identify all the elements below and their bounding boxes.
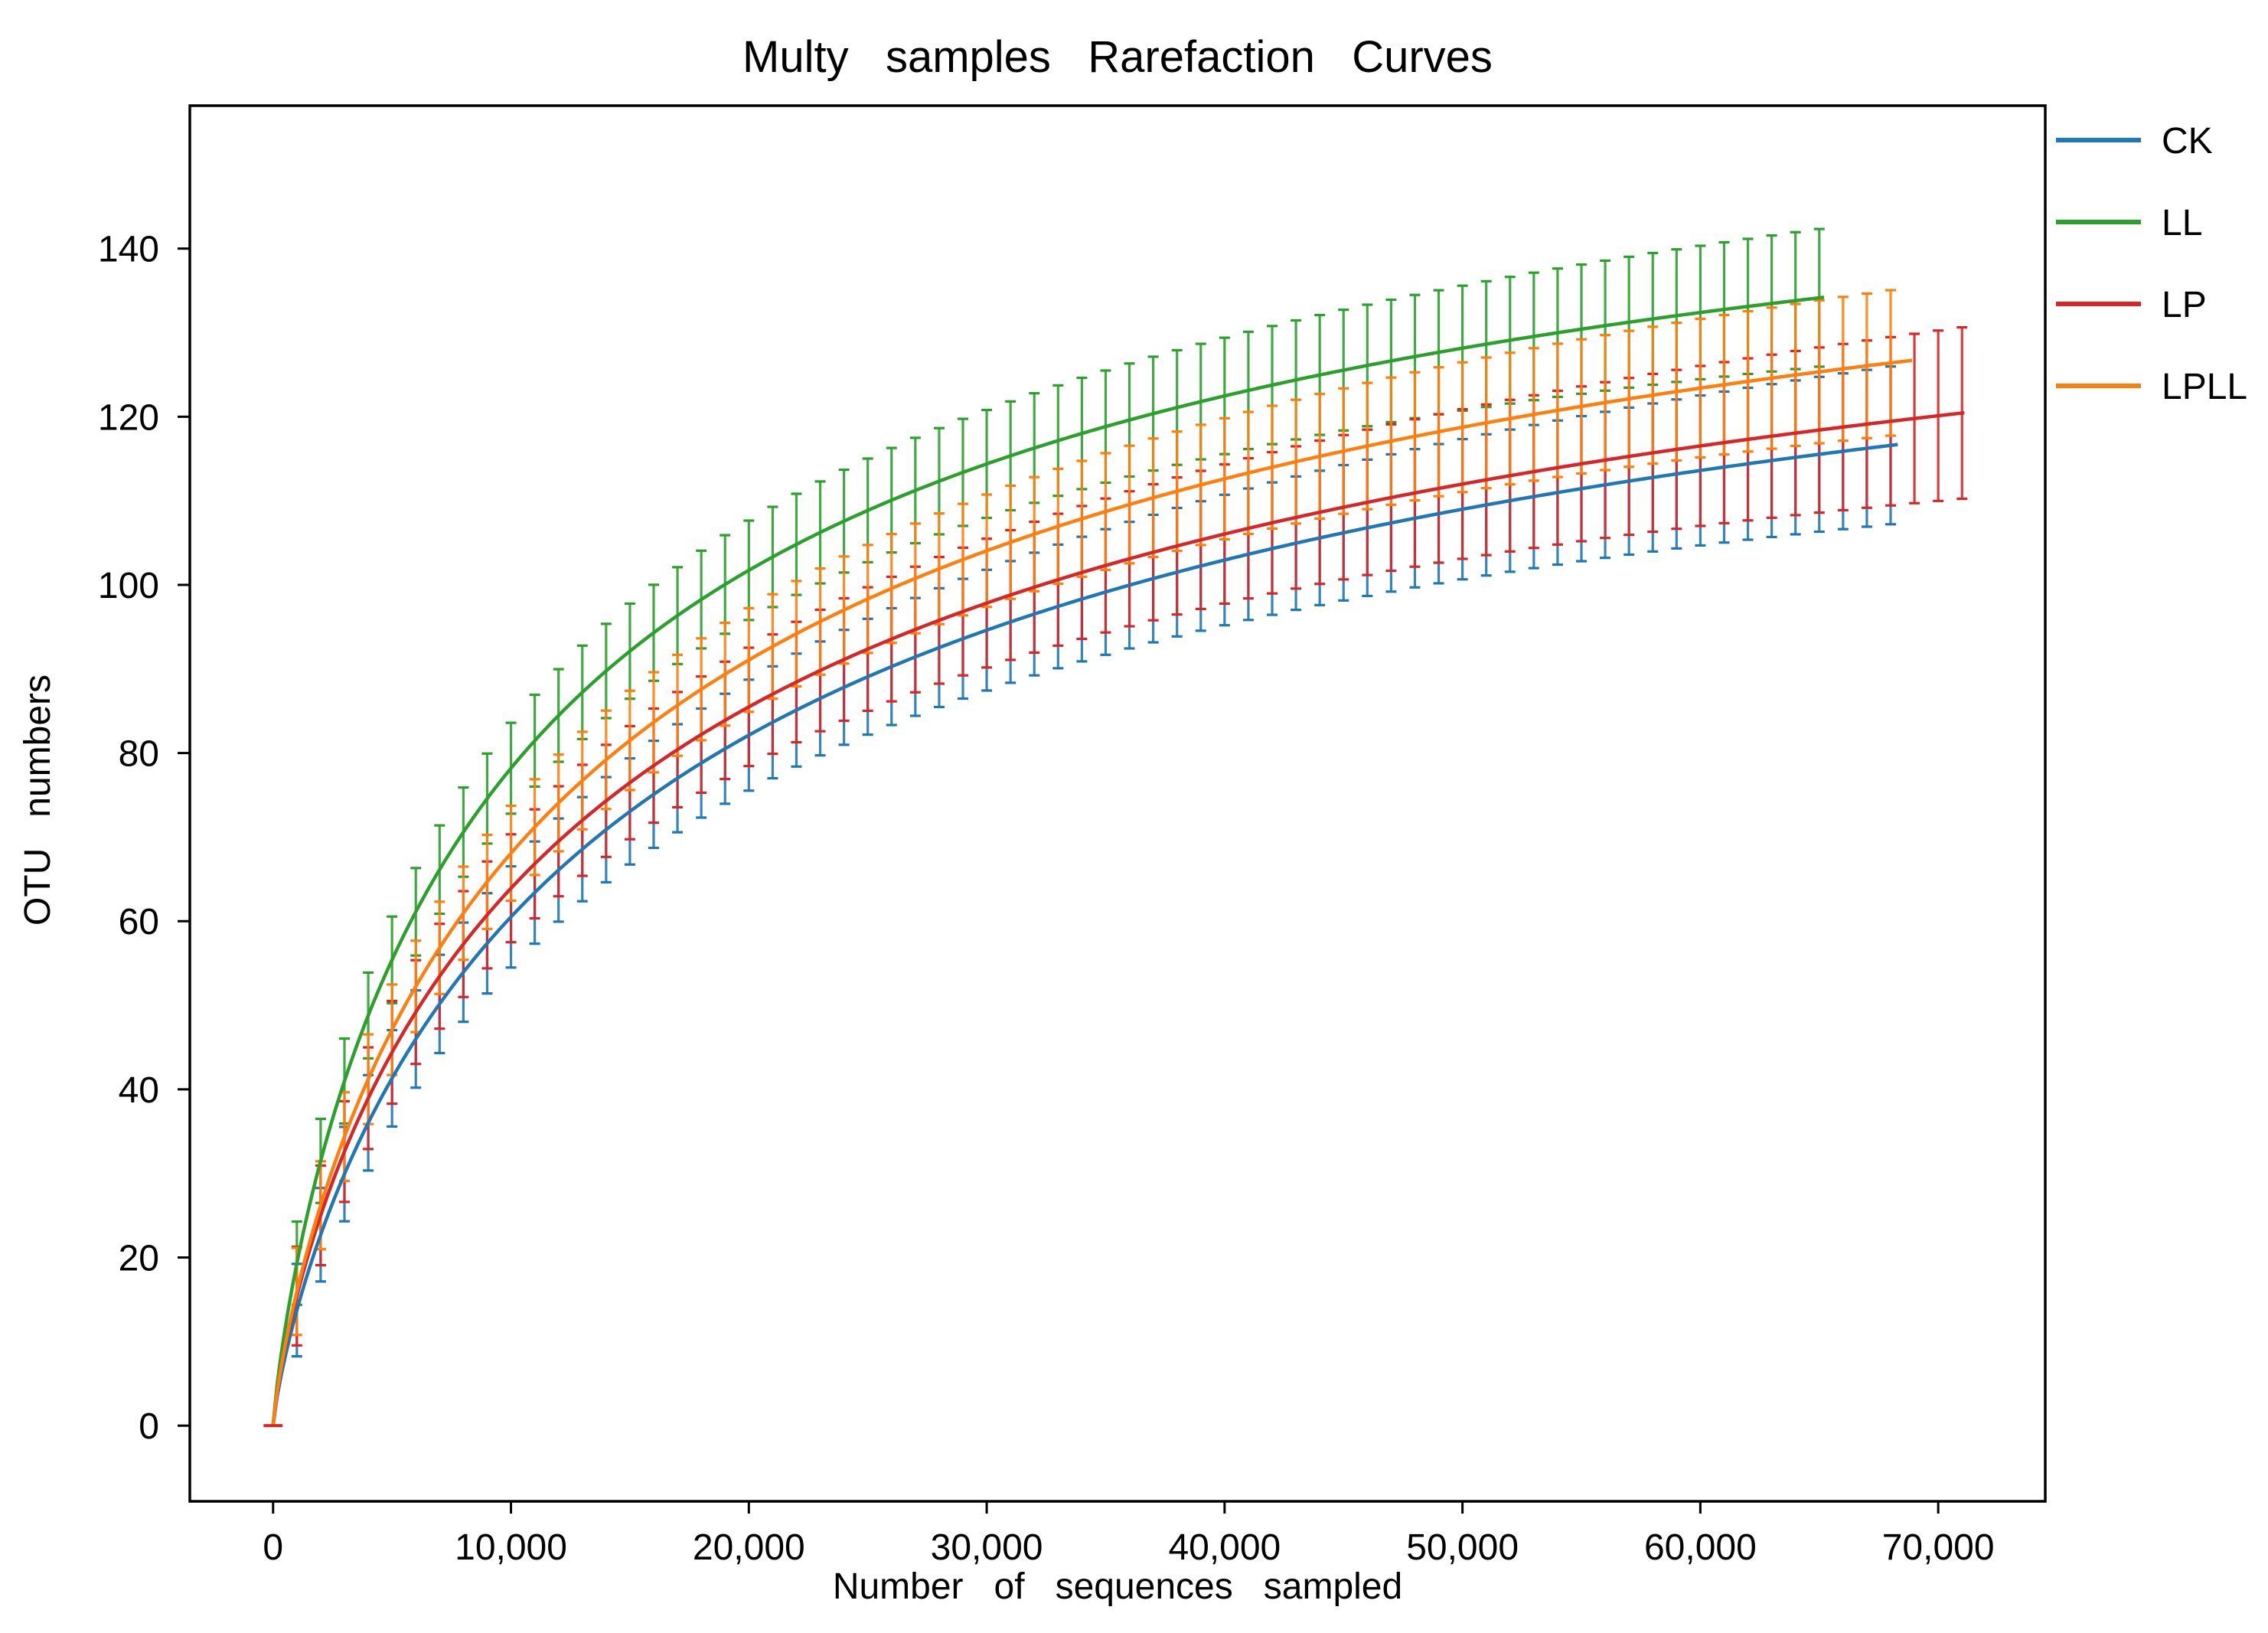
x-tick-label: 0 [263, 1527, 283, 1568]
legend-item-ck: CK [2056, 121, 2213, 162]
series-line-ck [271, 443, 1898, 1426]
legend-item-lp: LP [2056, 285, 2207, 325]
y-tick-label: 0 [139, 1406, 159, 1447]
x-tick-label: 40,000 [1168, 1527, 1281, 1568]
y-tick-label: 20 [119, 1239, 159, 1279]
x-tick-label: 20,000 [693, 1527, 805, 1568]
series-line-lp [271, 410, 1965, 1426]
x-tick-label: 60,000 [1644, 1527, 1757, 1568]
x-tick-label: 50,000 [1406, 1527, 1519, 1568]
legend-label: LP [2162, 285, 2207, 325]
x-axis-label: Number of sequences sampled [833, 1566, 1402, 1607]
y-axis: 0 20 40 60 80 100 120 140 [98, 230, 190, 1447]
y-tick-label: 140 [98, 230, 159, 270]
y-tick-label: 100 [98, 566, 159, 606]
series-line-ll [271, 296, 1825, 1426]
y-tick-label: 120 [98, 397, 159, 438]
y-tick-label: 40 [119, 1070, 159, 1111]
legend-label: LL [2162, 203, 2202, 243]
legend-label: LPLL [2162, 367, 2247, 407]
chart-title: Multy samples Rarefaction Curves [742, 32, 1493, 82]
series-layer [263, 227, 1968, 1428]
curve-layer [263, 296, 1965, 1428]
series-line-lpll [271, 358, 1913, 1426]
x-tick-label: 70,000 [1882, 1527, 1995, 1568]
x-tick-label: 10,000 [455, 1527, 567, 1568]
legend-item-ll: LL [2056, 203, 2202, 243]
y-axis-label: OTU numbers [18, 674, 58, 926]
y-tick-label: 60 [119, 902, 159, 942]
legend-item-lpll: LPLL [2056, 367, 2247, 407]
x-tick-label: 30,000 [931, 1527, 1043, 1568]
x-axis: 0 10,000 20,000 30,000 40,000 50,000 60,000 70,… [263, 1501, 1995, 1568]
legend: CK LL LP LPLL [2056, 121, 2247, 407]
legend-label: CK [2162, 121, 2213, 162]
plot-frame [188, 104, 2047, 1503]
y-tick-label: 80 [119, 734, 159, 775]
